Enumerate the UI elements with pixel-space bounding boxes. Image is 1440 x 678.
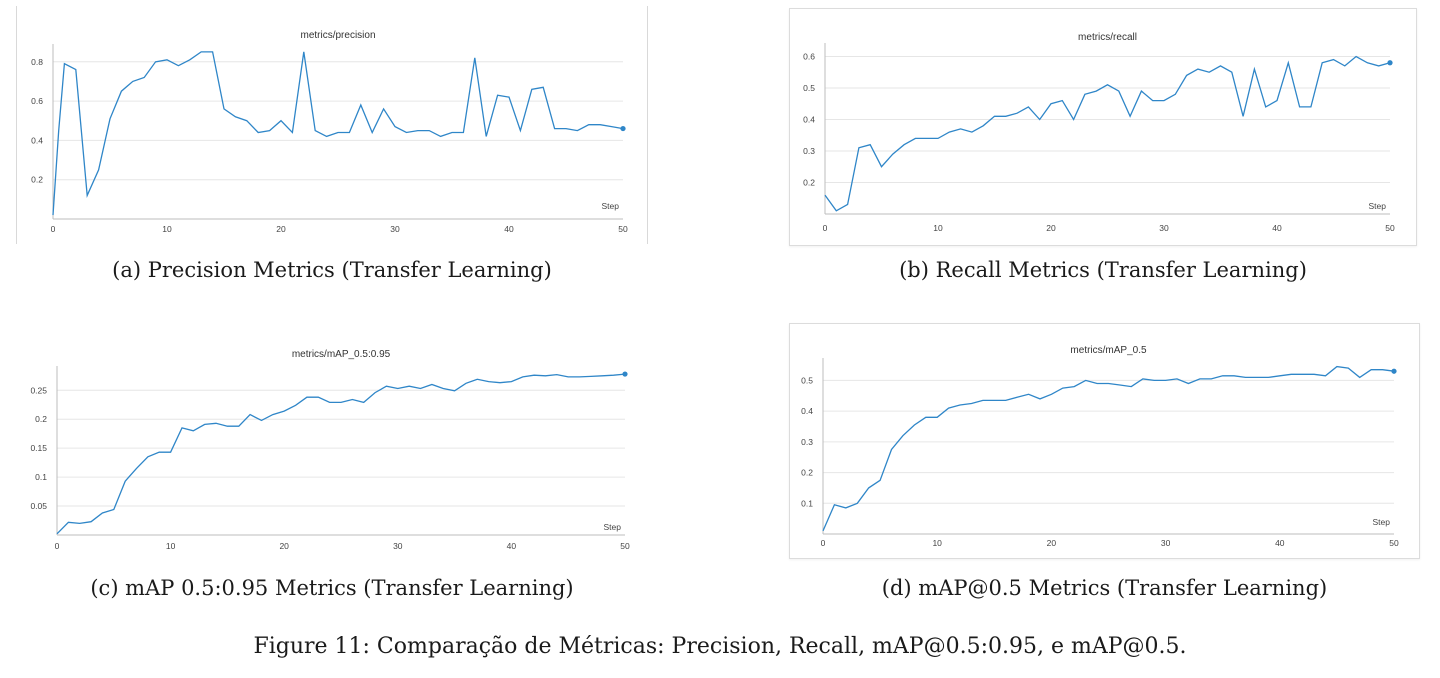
y-tick-label: 0.4 <box>801 406 813 416</box>
y-tick-label: 0.5 <box>801 375 813 385</box>
x-tick-label: 50 <box>618 224 628 234</box>
x-axis-label: Step <box>602 201 620 211</box>
figure-caption: Figure 11: Comparação de Métricas: Preci… <box>253 634 1187 659</box>
x-axis-label: Step <box>1369 201 1387 211</box>
x-tick-label: 30 <box>390 224 400 234</box>
x-axis-label: Step <box>604 522 622 532</box>
series-line <box>56 373 626 535</box>
y-tick-label: 0.1 <box>35 472 47 482</box>
y-tick-label: 0.15 <box>30 443 47 453</box>
y-tick-label: 0.6 <box>803 51 815 61</box>
chart-panel-map-05: metrics/mAP_0.5 0.1 0.2 0.3 0.4 0.5 0 10 20 30 40 5… <box>790 324 1419 558</box>
x-tick-label: 20 <box>1046 223 1056 233</box>
y-tick-label: 0.6 <box>31 96 43 106</box>
y-tick-label: 0.1 <box>801 498 813 508</box>
series-line <box>822 365 1395 532</box>
y-tick-label: 0.2 <box>801 468 813 478</box>
y-tick-label: 0.3 <box>801 437 813 447</box>
y-tick-label: 0.4 <box>31 135 43 145</box>
x-tick-label: 40 <box>507 541 517 551</box>
caption-a: (a) Precision Metrics (Transfer Learning… <box>112 258 552 282</box>
x-tick-label: 10 <box>166 541 176 551</box>
caption-c: (c) mAP 0.5:0.95 Metrics (Transfer Learn… <box>90 576 574 600</box>
x-tick-label: 0 <box>823 223 828 233</box>
x-tick-label: 30 <box>1161 538 1171 548</box>
y-tick-label: 0.2 <box>35 414 47 424</box>
x-tick-label: 20 <box>276 224 286 234</box>
series-line <box>824 55 1391 212</box>
x-tick-label: 20 <box>1047 538 1057 548</box>
chart-title: metrics/mAP_0.5 <box>1070 345 1147 356</box>
x-tick-label: 40 <box>504 224 514 234</box>
y-tick-label: 0.2 <box>803 177 815 187</box>
y-tick-label: 0.4 <box>803 114 815 124</box>
y-tick-label: 0.2 <box>31 175 43 185</box>
x-tick-label: 10 <box>933 223 943 233</box>
x-tick-label: 10 <box>932 538 942 548</box>
x-tick-label: 0 <box>55 541 60 551</box>
y-tick-label: 0.3 <box>803 146 815 156</box>
y-tick-label: 0.8 <box>31 57 43 67</box>
x-tick-label: 10 <box>162 224 172 234</box>
chart-panel-map-0595: metrics/mAP_0.5:0.95 0.05 0.1 0.15 0.2 0.25 0 1… <box>17 336 647 560</box>
x-tick-label: 50 <box>1385 223 1395 233</box>
chart-panel-precision: metrics/precision 0.2 0.4 0.6 0.8 0 10 20 30 40 50… <box>17 6 647 244</box>
chart-map-05: metrics/mAP_0.5 0.1 0.2 0.3 0.4 0.5 0 10 20 30 40 5… <box>801 345 1399 548</box>
x-tick-label: 40 <box>1275 538 1285 548</box>
series-end-point <box>1391 368 1397 374</box>
chart-title: metrics/recall <box>1078 32 1137 43</box>
x-tick-label: 0 <box>821 538 826 548</box>
chart-map-0595: metrics/mAP_0.5:0.95 0.05 0.1 0.15 0.2 0.25 0 1… <box>30 349 630 551</box>
x-tick-label: 40 <box>1272 223 1282 233</box>
caption-b: (b) Recall Metrics (Transfer Learning) <box>899 258 1307 282</box>
x-tick-label: 20 <box>279 541 289 551</box>
y-tick-label: 0.05 <box>30 501 47 511</box>
series-end-point <box>622 371 628 377</box>
series-end-point <box>1387 60 1393 66</box>
y-tick-label: 0.5 <box>803 83 815 93</box>
y-tick-label: 0.25 <box>30 385 47 395</box>
caption-d: (d) mAP@0.5 Metrics (Transfer Learning) <box>881 576 1328 600</box>
x-tick-label: 30 <box>393 541 403 551</box>
x-tick-label: 50 <box>620 541 630 551</box>
chart-title: metrics/precision <box>300 30 375 41</box>
chart-recall: metrics/recall 0.2 0.3 0.4 0.5 0.6 0 10 20 30 40 50… <box>803 32 1395 233</box>
chart-title: metrics/mAP_0.5:0.95 <box>292 349 391 360</box>
series-line <box>52 51 624 216</box>
x-tick-label: 30 <box>1159 223 1169 233</box>
chart-panel-recall: metrics/recall 0.2 0.3 0.4 0.5 0.6 0 10 20 30 40 50… <box>790 9 1416 245</box>
x-axis-label: Step <box>1373 517 1391 527</box>
series-end-point <box>620 125 626 132</box>
x-tick-label: 50 <box>1389 538 1399 548</box>
x-tick-label: 0 <box>51 224 56 234</box>
chart-precision: metrics/precision 0.2 0.4 0.6 0.8 0 10 20 30 40 50… <box>31 30 628 234</box>
